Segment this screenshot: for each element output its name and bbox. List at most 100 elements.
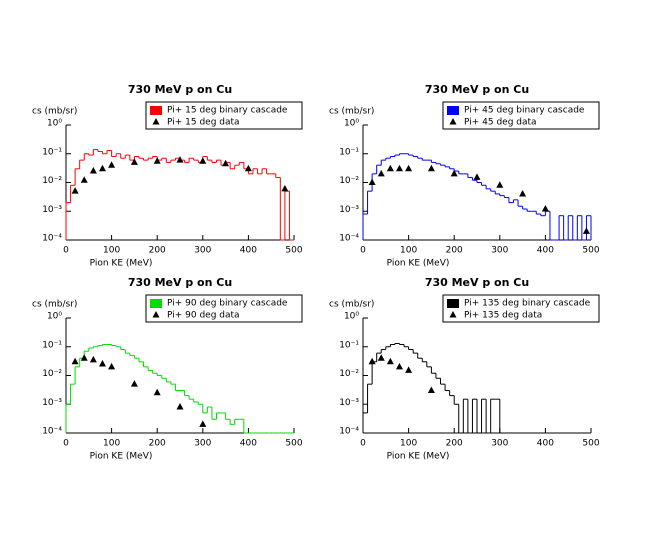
data-point: [427, 164, 435, 172]
legend-marker: [449, 118, 457, 125]
y-tick-label: 10⁻³: [42, 205, 62, 215]
data-point: [377, 354, 385, 361]
legend-swatch: [150, 299, 162, 308]
y-tick-label: 10⁻¹: [42, 340, 62, 350]
data-point: [244, 164, 252, 172]
x-tick-label: 500: [582, 246, 599, 256]
x-axis-label: Pion KE (MeV): [387, 452, 450, 462]
y-tick-label: 10⁰: [47, 312, 62, 322]
x-tick-label: 300: [194, 246, 211, 256]
x-tick-label: 100: [103, 439, 120, 449]
y-tick-label: 10⁰: [47, 119, 62, 129]
data-point: [153, 157, 161, 164]
y-tick-label: 10⁻⁴: [339, 427, 359, 437]
legend-marker: [152, 118, 160, 125]
data-point: [71, 357, 79, 365]
x-tick-label: 400: [240, 439, 257, 449]
y-axis-label: cs (mb/sr): [329, 107, 374, 117]
legend-swatch: [447, 106, 459, 115]
data-point: [395, 362, 403, 370]
chart-title: 730 MeV p on Cu: [128, 83, 232, 96]
legend-box: [145, 101, 303, 130]
legend-label: Pi+ 45 deg data: [464, 118, 537, 128]
data-point: [176, 156, 184, 163]
x-tick-label: 100: [400, 246, 417, 256]
x-tick-label: 300: [491, 439, 508, 449]
x-tick-label: 100: [103, 246, 120, 256]
x-tick-label: 100: [400, 439, 417, 449]
data-point: [395, 164, 403, 172]
data-point: [541, 204, 549, 212]
x-tick-label: 500: [285, 246, 302, 256]
data-point: [89, 167, 97, 174]
x-axis-label: Pion KE (MeV): [387, 259, 450, 269]
data-point: [386, 164, 394, 172]
y-tick-label: 10⁻¹: [42, 147, 62, 157]
data-point: [222, 159, 230, 167]
y-tick-label: 10⁻⁴: [42, 234, 62, 244]
x-axis-label: Pion KE (MeV): [90, 452, 153, 462]
data-point: [199, 157, 207, 164]
data-point: [450, 169, 458, 177]
x-tick-label: 400: [537, 439, 554, 449]
x-tick-label: 0: [63, 439, 69, 449]
data-point: [108, 161, 116, 168]
y-tick-label: 10⁻⁴: [42, 427, 62, 437]
y-tick-label: 10⁻²: [42, 369, 62, 379]
y-tick-label: 10⁻¹: [339, 147, 359, 157]
x-tick-label: 200: [149, 246, 166, 256]
data-point: [582, 227, 590, 234]
legend-label: Pi+ 45 deg binary cascade: [464, 106, 585, 116]
x-tick-label: 300: [491, 246, 508, 256]
y-tick-label: 10⁻²: [42, 176, 62, 186]
legend-box: [442, 101, 600, 130]
y-tick-label: 10⁰: [344, 119, 359, 129]
x-tick-label: 500: [285, 439, 302, 449]
x-tick-label: 400: [240, 246, 257, 256]
data-point: [405, 164, 413, 172]
legend-label: Pi+ 135 deg binary cascade: [464, 299, 591, 309]
chart-title: 730 MeV p on Cu: [128, 276, 232, 289]
data-point: [386, 357, 394, 365]
legend-label: Pi+ 15 deg binary cascade: [167, 106, 288, 116]
y-axis-label: cs (mb/sr): [329, 300, 374, 310]
data-point: [98, 360, 106, 367]
data-point: [427, 386, 435, 394]
data-point: [473, 173, 481, 180]
legend-label: Pi+ 15 deg data: [167, 118, 240, 128]
legend-swatch: [447, 299, 459, 308]
x-axis-label: Pion KE (MeV): [90, 259, 153, 269]
legend-swatch: [150, 106, 162, 115]
data-point: [153, 388, 161, 396]
data-point: [199, 420, 207, 427]
x-tick-label: 200: [149, 439, 166, 449]
x-tick-label: 0: [63, 246, 69, 256]
legend-marker: [449, 311, 457, 318]
x-tick-label: 200: [446, 439, 463, 449]
legend-label: Pi+ 135 deg data: [464, 311, 542, 321]
data-point: [80, 176, 88, 183]
y-tick-label: 10⁰: [344, 312, 359, 322]
x-tick-label: 200: [446, 246, 463, 256]
data-point: [377, 169, 385, 177]
legend-box: [145, 294, 303, 323]
chart-title: 730 MeV p on Cu: [425, 83, 529, 96]
legend-box: [442, 294, 600, 323]
legend-label: Pi+ 90 deg binary cascade: [167, 299, 288, 309]
data-point: [405, 366, 413, 373]
y-axis-label: cs (mb/sr): [32, 300, 77, 310]
x-tick-label: 400: [537, 246, 554, 256]
data-point: [89, 355, 97, 363]
y-tick-label: 10⁻²: [339, 176, 359, 186]
y-tick-label: 10⁻³: [339, 205, 359, 215]
x-tick-label: 300: [194, 439, 211, 449]
legend-marker: [152, 311, 160, 318]
data-point: [519, 189, 527, 197]
data-point: [108, 362, 116, 370]
data-point: [80, 354, 88, 361]
legend-label: Pi+ 90 deg data: [167, 311, 240, 321]
y-tick-label: 10⁻⁴: [339, 234, 359, 244]
x-tick-label: 0: [360, 246, 366, 256]
